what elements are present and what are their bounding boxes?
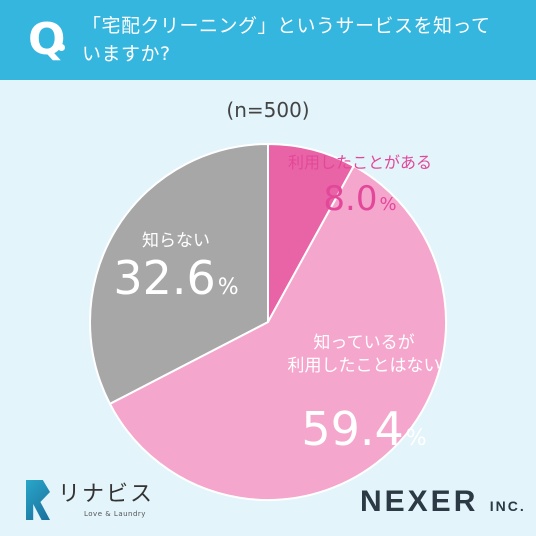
question-text: 「宅配クリーニング」というサービスを知って いますか? — [82, 12, 522, 68]
slice-label: 知らない — [142, 231, 210, 251]
question-line-2: いますか? — [82, 43, 171, 65]
nexer-logo-name: NEXER — [360, 485, 479, 518]
slice-value-label: 8.0% — [323, 179, 396, 219]
question-header: Q 「宅配クリーニング」というサービスを知って いますか? — [0, 0, 536, 80]
slice-value-label: 59.4% — [301, 402, 426, 456]
slice-label: 利用したことはない — [288, 356, 441, 376]
nexer-logo-suffix: INC. — [489, 498, 526, 514]
rinavis-logo-name: リナビス — [58, 482, 155, 507]
q-mark: Q — [28, 14, 66, 65]
slice-value-label: 32.6% — [113, 251, 238, 305]
q-dot-decoration — [58, 44, 65, 51]
question-line-1: 「宅配クリーニング」というサービスを知って — [82, 15, 491, 37]
sample-size: (n=500) — [226, 98, 310, 122]
rinavis-logo-mark — [26, 480, 50, 520]
pie-slice — [108, 164, 447, 501]
pie-slice — [89, 142, 269, 406]
rinavis-logo: リナビス Love & Laundry — [26, 480, 156, 524]
slice-label: 知っているが — [313, 333, 414, 353]
nexer-logo: NEXER INC. — [360, 484, 526, 524]
pie-slice — [267, 142, 356, 323]
slice-label: 利用したことがある — [288, 153, 432, 172]
rinavis-logo-tagline: Love & Laundry — [84, 510, 146, 518]
